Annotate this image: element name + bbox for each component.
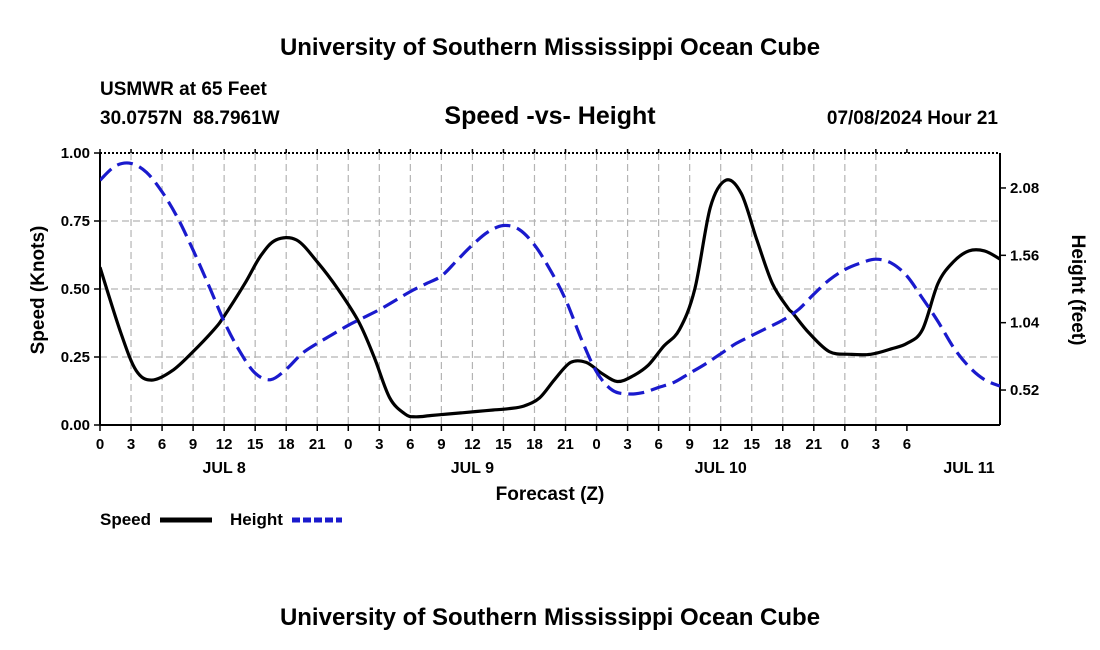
day-label: JUL 8 xyxy=(202,460,245,477)
series-line-speed xyxy=(100,178,1000,419)
x-tick-label: 21 xyxy=(805,436,822,453)
x-tick-label: 15 xyxy=(247,436,264,453)
y-tick-label-left: 0.50 xyxy=(61,281,90,298)
x-tick-label: 3 xyxy=(127,436,135,453)
day-label: JUL 9 xyxy=(451,460,494,477)
chart-title: Speed -vs- Height xyxy=(444,102,656,130)
y-axis-label-right: Height (feet) xyxy=(1067,235,1088,346)
x-tick-label: 6 xyxy=(158,436,166,453)
x-tick-label: 0 xyxy=(841,436,849,453)
x-tick-label: 6 xyxy=(406,436,414,453)
x-tick-label: 15 xyxy=(743,436,760,453)
station-coords: 30.0757N 88.7961W xyxy=(100,108,280,129)
day-label: JUL 10 xyxy=(695,460,747,477)
series-line-height xyxy=(100,161,1000,396)
x-tick-label: 9 xyxy=(189,436,197,453)
y-tick-label-right: 2.08 xyxy=(1010,180,1039,197)
x-tick-label: 0 xyxy=(344,436,352,453)
series-lines xyxy=(100,161,1000,419)
forecast-datetime: 07/08/2024 Hour 21 xyxy=(827,108,999,129)
legend-height-label: Height xyxy=(230,510,283,529)
x-tick-label: 18 xyxy=(526,436,543,453)
y-axis-label-left: Speed (Knots) xyxy=(28,226,49,355)
x-tick-label: 6 xyxy=(654,436,662,453)
x-tick-label: 21 xyxy=(557,436,574,453)
x-axis-label: Forecast (Z) xyxy=(496,484,605,505)
x-tick-label: 3 xyxy=(375,436,383,453)
x-tick-label: 12 xyxy=(464,436,481,453)
footer-title: University of Southern Mississippi Ocean… xyxy=(280,604,820,631)
legend-speed-label: Speed xyxy=(100,510,151,529)
x-tick-label: 0 xyxy=(96,436,104,453)
x-tick-label: 12 xyxy=(216,436,233,453)
x-tick-label: 3 xyxy=(623,436,631,453)
x-tick-label: 3 xyxy=(872,436,880,453)
y-tick-label-left: 0.00 xyxy=(61,417,90,434)
y-tick-label-left: 0.75 xyxy=(61,213,90,230)
x-tick-label: 18 xyxy=(774,436,791,453)
x-tick-label: 9 xyxy=(437,436,445,453)
x-tick-label: 12 xyxy=(712,436,729,453)
x-tick-label: 21 xyxy=(309,436,326,453)
axes: 0 3 6 9 12 15 18 21 0 3 6 9 12 15 18 21 0 3 6 9 12 15 18 21 0 3 6 J… xyxy=(61,145,1040,477)
y-tick-label-left: 0.25 xyxy=(61,349,90,366)
y-tick-label-right: 1.56 xyxy=(1010,247,1039,264)
x-tick-label: 9 xyxy=(685,436,693,453)
x-tick-label: 0 xyxy=(592,436,600,453)
x-tick-label: 15 xyxy=(495,436,512,453)
y-tick-label-left: 1.00 xyxy=(61,145,90,162)
day-label: JUL 11 xyxy=(943,460,994,477)
x-tick-label: 6 xyxy=(903,436,911,453)
grid-lines xyxy=(100,153,1000,425)
y-tick-label-right: 0.52 xyxy=(1010,382,1039,399)
station-label: USMWR at 65 Feet xyxy=(100,79,267,100)
x-tick-label: 18 xyxy=(278,436,295,453)
y-tick-label-right: 1.04 xyxy=(1010,315,1040,332)
page-title: University of Southern Mississippi Ocean… xyxy=(280,34,820,61)
